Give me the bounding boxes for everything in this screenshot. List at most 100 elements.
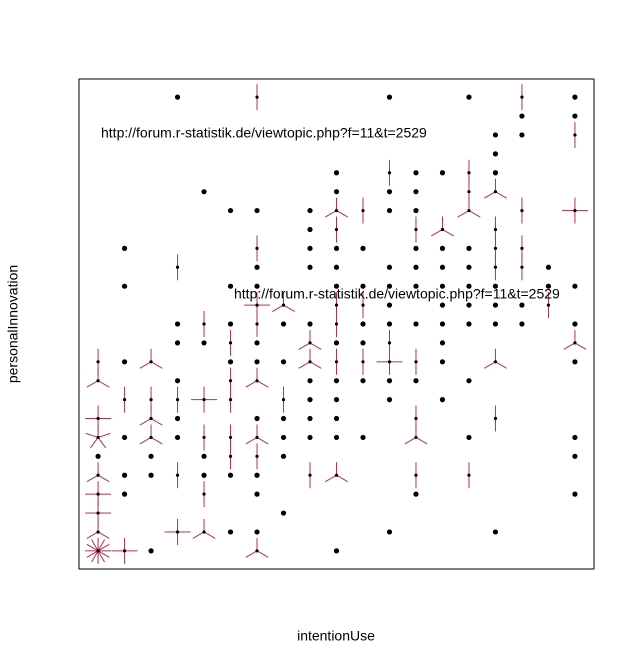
point — [360, 434, 366, 441]
sunflower — [413, 321, 419, 327]
point — [493, 416, 498, 421]
sunflower — [545, 283, 552, 289]
sunflower — [174, 415, 181, 422]
petal — [150, 436, 163, 445]
point — [333, 434, 340, 441]
point — [281, 398, 286, 402]
sunflower — [111, 537, 138, 564]
petal — [86, 474, 99, 483]
point — [333, 283, 340, 289]
sunflower — [280, 453, 287, 459]
sunflower — [333, 283, 340, 289]
sunflower — [228, 329, 233, 356]
point — [439, 397, 446, 403]
sunflower — [333, 340, 340, 346]
point — [174, 434, 181, 441]
petal — [97, 550, 110, 558]
point — [333, 397, 340, 403]
sunflower — [121, 245, 128, 251]
point — [493, 360, 498, 364]
sunflower — [561, 197, 588, 224]
sunflower — [139, 348, 163, 369]
point — [175, 265, 180, 269]
petal — [150, 361, 163, 369]
point — [492, 302, 499, 308]
point — [467, 473, 471, 477]
point — [149, 435, 153, 440]
point — [280, 321, 287, 327]
sunflower — [492, 302, 499, 308]
petal — [97, 550, 106, 563]
point — [413, 170, 419, 176]
sunflower — [334, 216, 339, 243]
point — [520, 208, 524, 213]
point — [573, 208, 577, 213]
point — [573, 133, 577, 137]
point — [572, 94, 578, 100]
petal — [256, 380, 269, 388]
petal — [256, 436, 269, 445]
sunflower — [255, 235, 259, 262]
plot-box — [78, 78, 595, 570]
sunflower — [334, 348, 339, 375]
sunflower — [386, 529, 393, 535]
sunflower — [121, 434, 128, 441]
point — [254, 491, 260, 497]
point — [334, 473, 339, 477]
sunflower — [191, 386, 218, 413]
point — [280, 359, 287, 365]
sunflower — [272, 292, 296, 313]
sunflower — [121, 491, 128, 497]
point — [281, 303, 286, 307]
petal — [192, 531, 205, 539]
sunflower — [333, 378, 340, 384]
point — [121, 359, 128, 365]
point — [175, 473, 180, 477]
sunflower — [413, 189, 419, 195]
point — [386, 321, 393, 327]
sunflower — [519, 302, 525, 308]
point — [466, 321, 472, 327]
point — [96, 530, 100, 534]
point — [280, 434, 287, 441]
point — [361, 208, 365, 213]
sunflower — [281, 386, 286, 413]
point — [333, 340, 340, 346]
sunflower — [439, 397, 446, 403]
petal — [495, 191, 507, 199]
petal — [468, 210, 481, 218]
point — [254, 207, 260, 214]
point — [439, 245, 446, 251]
point — [545, 283, 552, 289]
point — [121, 434, 128, 441]
sunflower — [201, 472, 207, 478]
sunflower — [483, 348, 507, 369]
point — [334, 227, 339, 232]
point — [334, 208, 339, 213]
sunflower — [255, 84, 259, 111]
sunflower — [333, 434, 340, 441]
sunflower — [174, 378, 181, 384]
sunflower — [280, 434, 287, 441]
point — [254, 264, 260, 270]
sunflower — [227, 207, 234, 214]
petal — [203, 531, 216, 539]
petal — [90, 437, 99, 449]
point — [333, 378, 340, 384]
petal — [309, 342, 322, 350]
point — [466, 378, 472, 384]
sunflower — [572, 491, 578, 497]
petal — [483, 361, 496, 369]
point — [280, 453, 287, 459]
sunflower — [572, 453, 578, 459]
sunflower — [139, 405, 163, 426]
sunflower — [386, 207, 393, 214]
sunflower — [254, 415, 260, 422]
point — [255, 454, 259, 458]
point — [466, 245, 472, 251]
petal — [415, 436, 428, 445]
point — [386, 264, 393, 270]
sunflower — [307, 434, 313, 441]
sunflower — [175, 386, 180, 413]
point — [333, 189, 340, 195]
